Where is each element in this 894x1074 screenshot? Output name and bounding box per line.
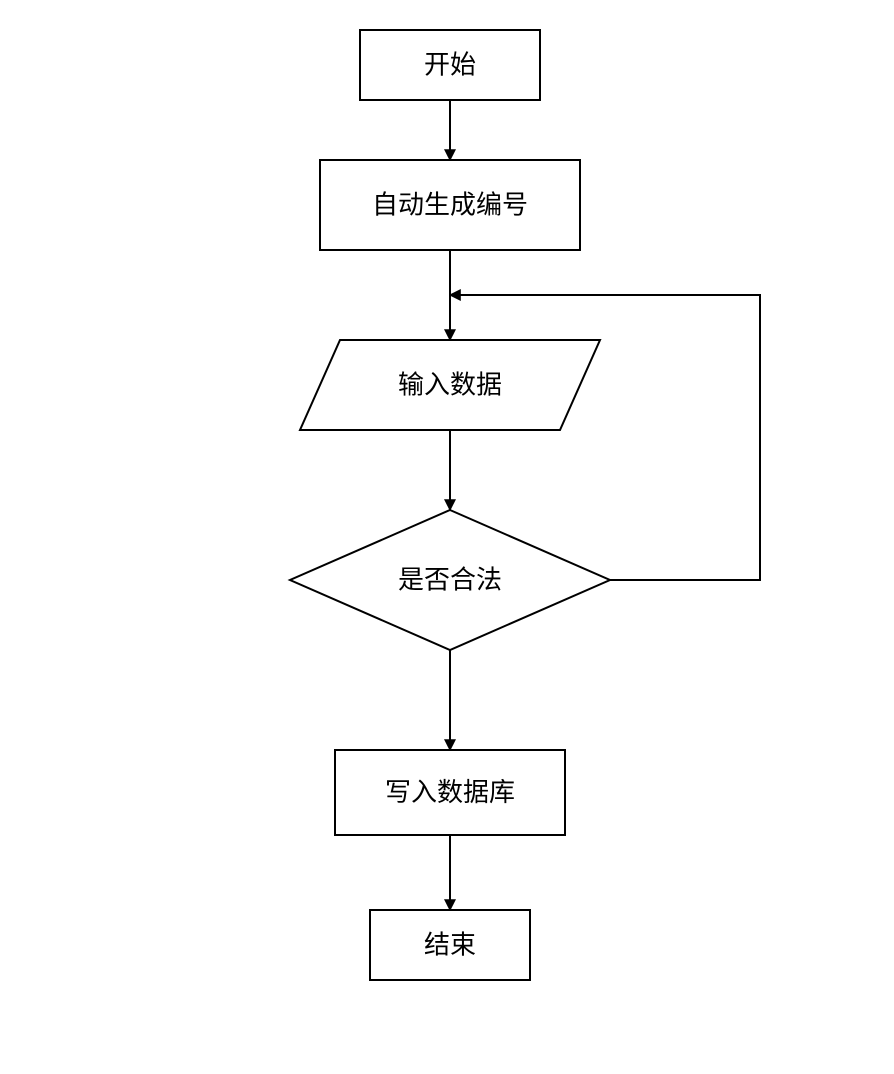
node-valid-label: 是否合法 xyxy=(398,566,502,595)
node-start: 开始 xyxy=(360,30,540,100)
node-writedb-label: 写入数据库 xyxy=(385,778,515,807)
node-end-label: 结束 xyxy=(424,931,476,960)
node-valid: 是否合法 xyxy=(290,510,610,650)
node-input-label: 输入数据 xyxy=(398,371,502,400)
node-end: 结束 xyxy=(370,910,530,980)
node-start-label: 开始 xyxy=(424,51,476,80)
node-writedb: 写入数据库 xyxy=(335,750,565,835)
node-genid-label: 自动生成编号 xyxy=(372,191,528,220)
node-genid: 自动生成编号 xyxy=(320,160,580,250)
flowchart-canvas: 开始自动生成编号输入数据是否合法写入数据库结束 xyxy=(0,0,894,1074)
node-input: 输入数据 xyxy=(300,340,600,430)
